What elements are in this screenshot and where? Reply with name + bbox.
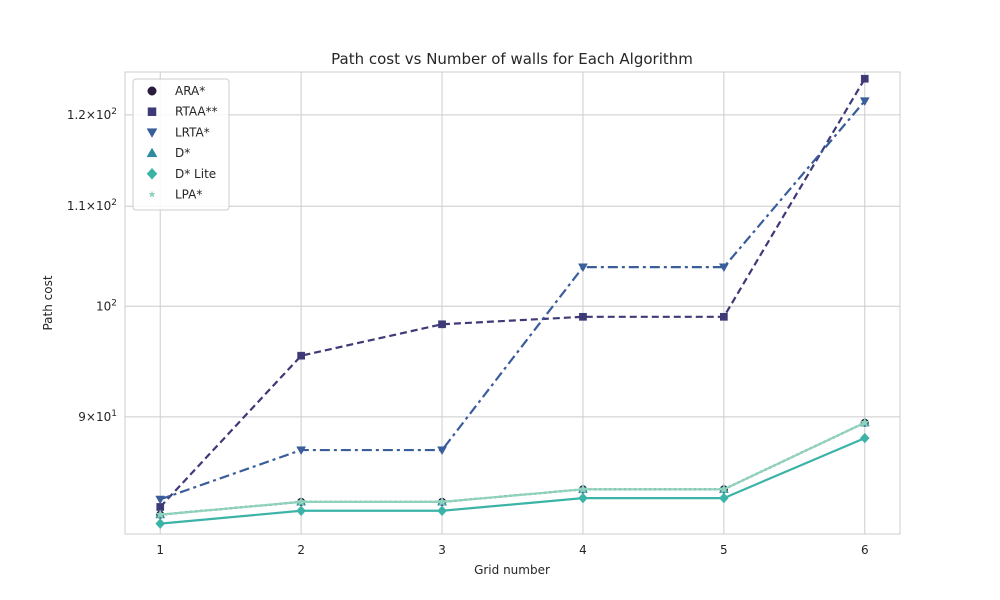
- data-point: [577, 484, 588, 494]
- legend-marker: [146, 128, 158, 138]
- series-lpa-: [155, 417, 870, 519]
- legend-item: RTAA**: [147, 105, 218, 119]
- y-tick-label: 102: [96, 298, 117, 313]
- legend-marker: [147, 86, 157, 96]
- legend: ARA* RTAA** LRTA* D* D* Lite LPA*: [132, 78, 230, 211]
- legend-marker: [147, 107, 157, 116]
- plot-background: [125, 72, 900, 534]
- plot-frame: [124, 71, 901, 535]
- series-d-lite: [155, 432, 870, 529]
- legend-label: LPA*: [175, 188, 202, 202]
- legend-label: D* Lite: [175, 167, 216, 181]
- legend-item: D* Lite: [146, 167, 216, 181]
- data-point: [155, 518, 166, 529]
- series-line: [159, 78, 866, 508]
- grid: [125, 72, 900, 534]
- series-line: [159, 100, 866, 501]
- x-tick-label: 5: [720, 543, 728, 557]
- legend-label: RTAA**: [175, 105, 218, 119]
- data-point: [437, 496, 448, 507]
- legend-label: D*: [175, 146, 190, 160]
- data-point: [718, 263, 729, 273]
- y-tick-label: 1.2×102: [67, 107, 117, 122]
- legend-item: LRTA*: [146, 125, 210, 139]
- x-tick-label: 1: [156, 543, 164, 557]
- legend-item: D*: [146, 146, 190, 160]
- data-point: [578, 263, 588, 273]
- y-tick-labels: 9×101 102 1.1×102 1.2×102: [67, 107, 117, 424]
- series-line: [160, 437, 866, 525]
- data-point: [720, 312, 728, 321]
- data-point: [859, 417, 870, 427]
- data-point: [155, 509, 166, 519]
- legend-label: LRTA*: [175, 125, 210, 139]
- x-tick-labels: 1 2 3 4 5 6: [156, 543, 868, 557]
- legend-label: ARA*: [175, 84, 205, 98]
- legend-frame: [132, 78, 230, 211]
- data-point: [719, 492, 729, 504]
- series-lrta-: [155, 97, 870, 505]
- x-tick-label: 6: [861, 543, 869, 557]
- data-point: [718, 484, 729, 494]
- legend-marker: [146, 167, 158, 180]
- data-point: [155, 495, 166, 505]
- legend-item: ARA*: [147, 84, 205, 98]
- data-point: [438, 320, 446, 329]
- series-line: [160, 421, 866, 516]
- x-tick-label: 4: [579, 543, 587, 557]
- data-point: [859, 432, 870, 444]
- y-tick-label: 9×101: [78, 409, 117, 424]
- legend-marker: [146, 147, 158, 158]
- data-point: [297, 351, 305, 360]
- data-point: [859, 97, 870, 106]
- y-tick-label: 1.1×102: [67, 198, 117, 213]
- data-point: [296, 505, 306, 517]
- data-point: [296, 496, 307, 507]
- series-layer: [155, 74, 870, 529]
- data-point: [860, 74, 869, 83]
- x-tick-label: 2: [297, 543, 305, 557]
- legend-item: LPA*: [148, 188, 202, 202]
- x-axis-label: Grid number: [474, 563, 550, 577]
- data-point: [437, 505, 447, 517]
- data-point: [578, 492, 588, 504]
- y-axis-label: Path cost: [41, 275, 55, 330]
- data-point: [437, 446, 447, 456]
- legend-marker: [148, 190, 156, 198]
- chart-title: Path cost vs Number of walls for Each Al…: [331, 50, 693, 68]
- data-point: [296, 446, 307, 456]
- x-tick-label: 3: [438, 543, 446, 557]
- data-point: [579, 312, 587, 321]
